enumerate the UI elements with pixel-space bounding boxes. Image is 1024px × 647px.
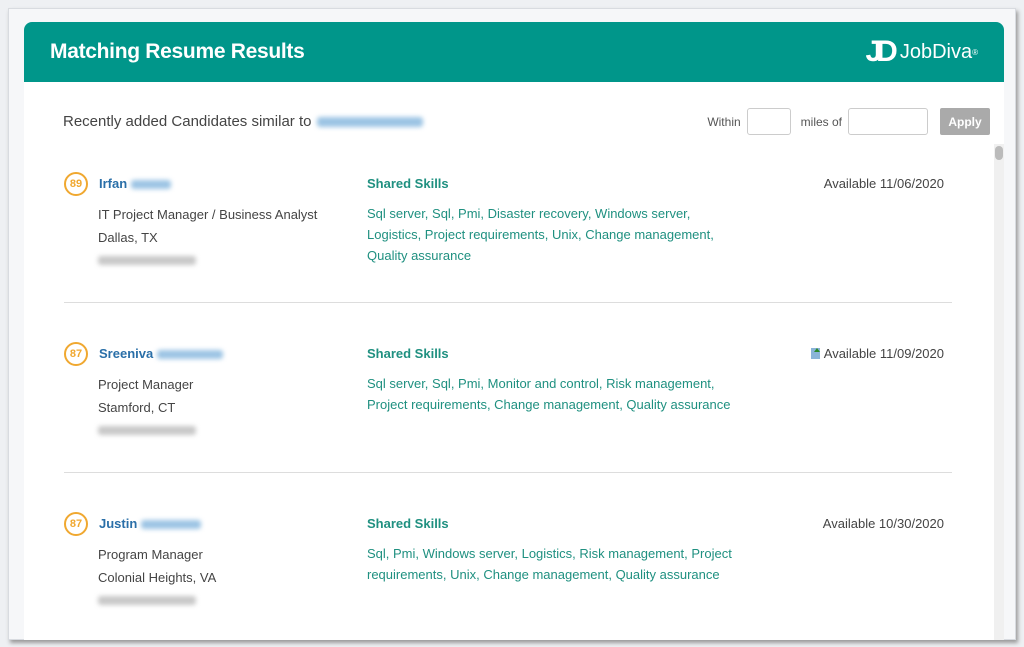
candidate-info: Program Manager Colonial Heights, VA (98, 543, 216, 612)
scrollbar-thumb[interactable] (995, 146, 1003, 160)
shared-skills-label: Shared Skills (367, 176, 449, 191)
miles-input[interactable] (746, 108, 791, 135)
miles-label: miles of (800, 114, 842, 129)
availability: Available 10/30/2020 (822, 516, 944, 531)
similar-label: Recently added Candidates similar to (63, 113, 312, 130)
divider (64, 472, 952, 473)
candidate-row: 87 Sreeniva Project Manager Stamford, CT … (64, 342, 952, 492)
match-score-badge: 87 (64, 342, 88, 366)
header: Matching Resume Results JD JobDiva ® (24, 22, 1004, 82)
page-title: Matching Resume Results (50, 40, 305, 63)
candidate-info: IT Project Manager / Business Analyst Dal… (98, 203, 317, 272)
candidate-name-link[interactable]: Justin (99, 516, 201, 531)
candidate-location: Stamford, CT (98, 400, 176, 415)
divider (64, 302, 952, 303)
results-panel: Matching Resume Results JD JobDiva ® Rece… (24, 22, 1004, 640)
candidate-info: Project Manager Stamford, CT (98, 373, 196, 442)
shared-skills-list: Sql, Pmi, Windows server, Logistics, Ris… (367, 546, 732, 582)
candidate-title: Program Manager (98, 547, 203, 562)
candidate-row: 87 Justin Program Manager Colonial Height… (64, 512, 952, 640)
candidate-phone (98, 426, 196, 435)
match-score-badge: 89 (64, 172, 88, 196)
match-score-badge: 87 (64, 512, 88, 536)
reference-candidate-link[interactable] (317, 116, 424, 127)
within-label: Within (707, 114, 741, 129)
jobdiva-logo: JD JobDiva ® (865, 35, 978, 68)
candidate-title: Project Manager (98, 377, 194, 392)
availability: Available 11/09/2020 (810, 346, 944, 361)
candidate-name-link[interactable]: Sreeniva (99, 346, 223, 361)
scrollbar[interactable] (994, 144, 1004, 640)
shared-skills-label: Shared Skills (367, 346, 449, 361)
apply-button[interactable]: Apply (940, 108, 990, 135)
resume-update-icon[interactable] (810, 348, 820, 359)
candidate-title: IT Project Manager / Business Analyst (98, 207, 318, 222)
shared-skills-list: Sql server, Sql, Pmi, Monitor and contro… (367, 376, 731, 412)
candidate-location: Colonial Heights, VA (98, 570, 217, 585)
filter-bar: Recently added Candidates similar to Wit… (63, 108, 990, 135)
candidate-name-link[interactable]: Irfan (99, 176, 171, 191)
shared-skills-label: Shared Skills (367, 516, 449, 531)
candidate-phone (98, 596, 196, 605)
candidate-phone (98, 256, 196, 265)
shared-skills-list: Sql server, Sql, Pmi, Disaster recovery,… (367, 206, 714, 263)
location-input[interactable] (848, 108, 928, 135)
candidate-location: Dallas, TX (98, 230, 158, 245)
candidate-row: 89 Irfan IT Project Manager / Business A… (64, 172, 952, 322)
availability: Available 11/06/2020 (823, 176, 944, 191)
